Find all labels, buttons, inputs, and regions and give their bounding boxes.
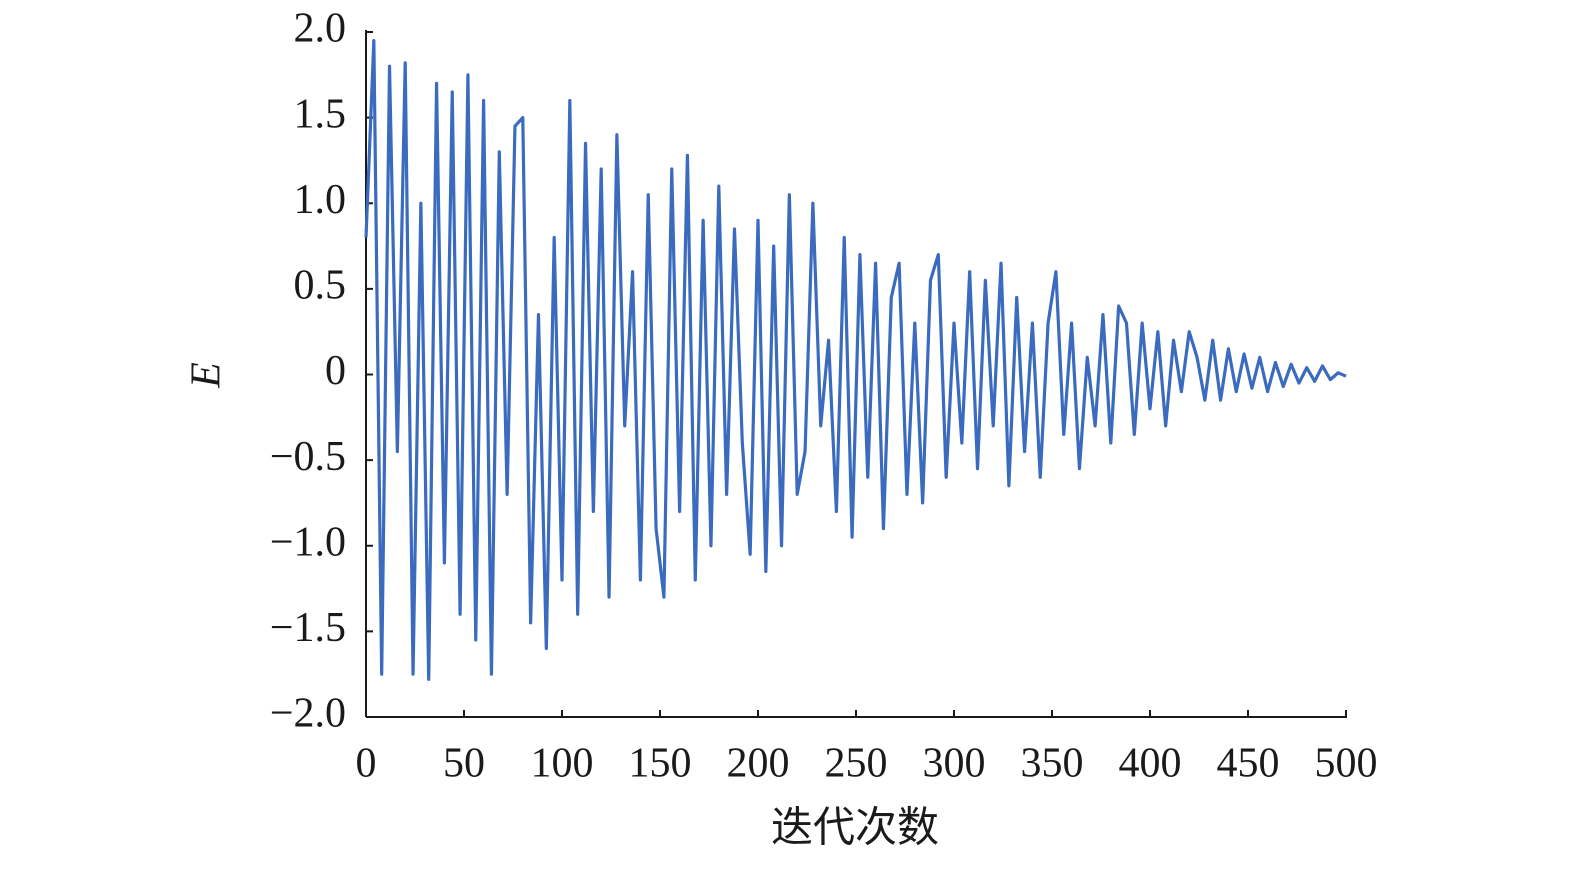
x-tick-label: 200 [727, 741, 790, 787]
x-tick-label: 500 [1315, 741, 1378, 787]
x-tick-label: 0 [356, 741, 377, 787]
x-tick-label: 250 [825, 741, 888, 787]
x-tick-label: 50 [443, 741, 485, 787]
data-line [364, 38, 1347, 681]
x-tick-label: 350 [1021, 741, 1084, 787]
y-tick-label: 0.5 [294, 263, 347, 309]
y-tick-label: −1.0 [270, 519, 346, 565]
y-tick-label: 2.0 [294, 6, 347, 52]
x-tick-label: 400 [1119, 741, 1182, 787]
y-axis-label: E [184, 362, 230, 389]
x-axis-label: 迭代次数 [771, 806, 939, 852]
x-tick-label: 150 [629, 741, 692, 787]
y-tick-label: −0.5 [270, 434, 346, 480]
y-tick-label: 0 [325, 348, 346, 394]
y-tick-label: −2.0 [270, 691, 346, 737]
x-tick-label: 100 [531, 741, 594, 787]
x-tick-label: 300 [923, 741, 986, 787]
x-tick-label: 450 [1217, 741, 1280, 787]
y-tick-label: −1.5 [270, 605, 346, 651]
y-tick-label: 1.0 [294, 177, 347, 223]
y-tick-label: 1.5 [294, 91, 347, 137]
